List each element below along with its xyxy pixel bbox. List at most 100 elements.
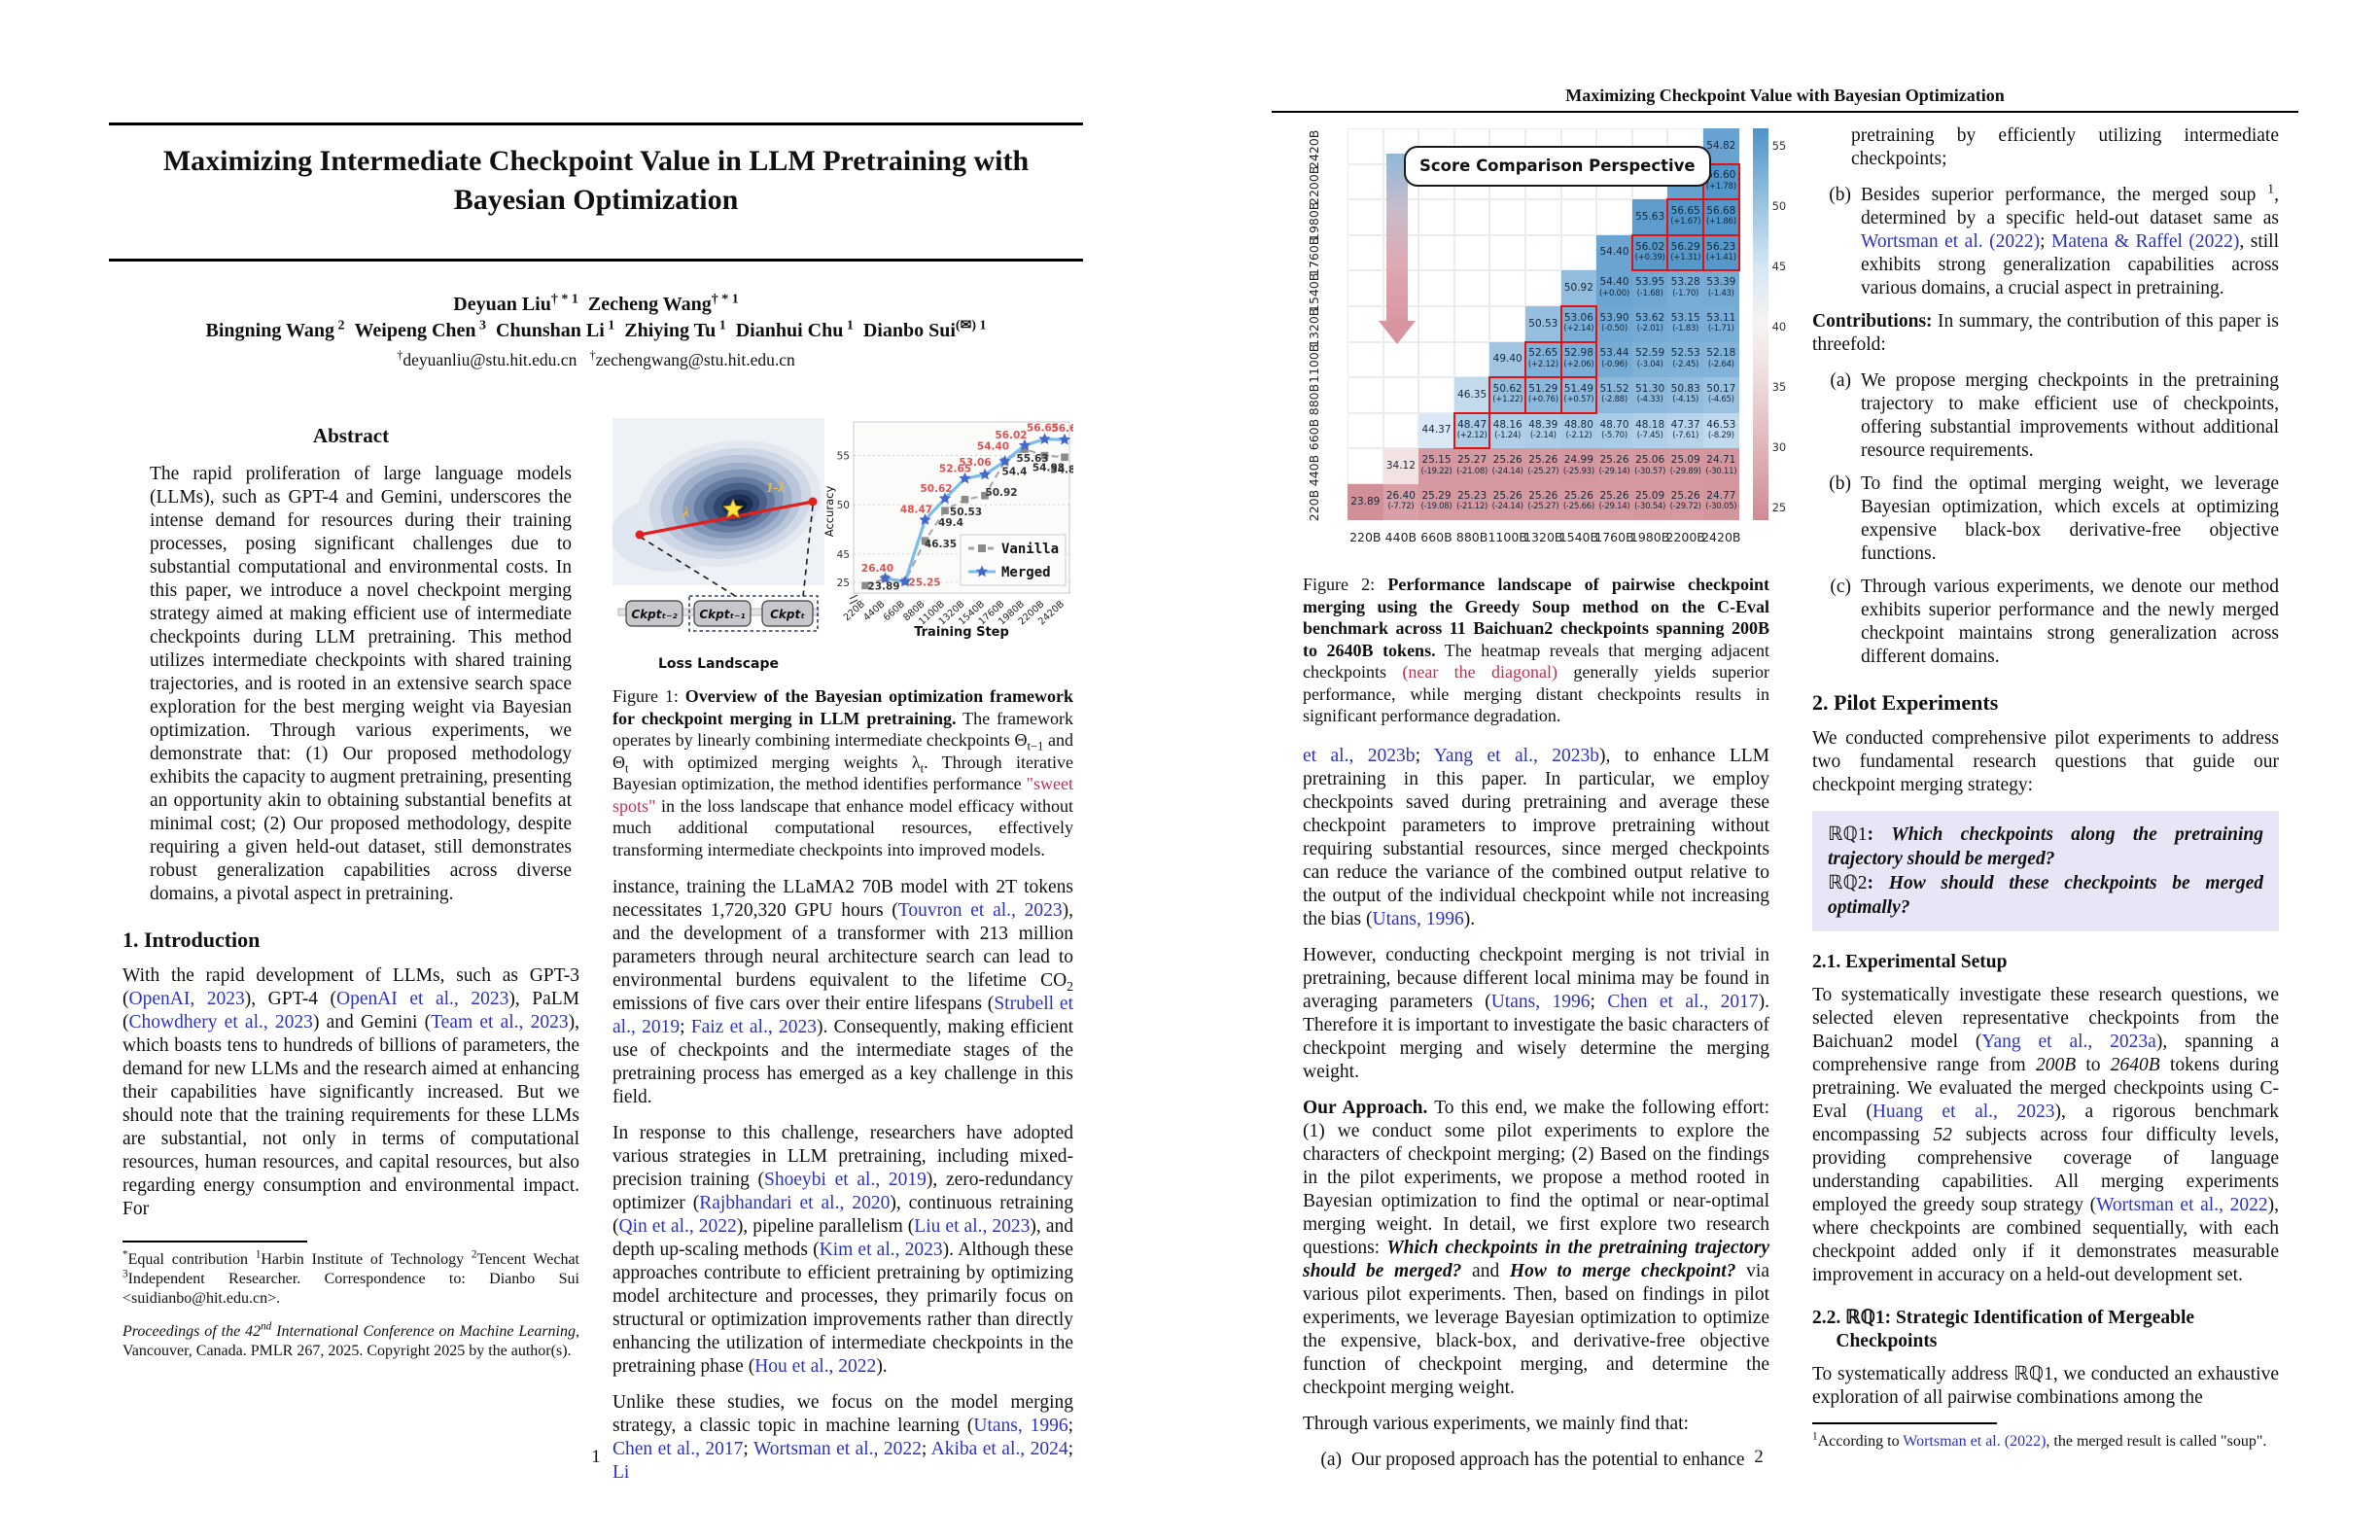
finding-item-b: (b) Besides superior performance, the me… (1812, 181, 2279, 300)
page-title: Maximizing Intermediate Checkpoint Value… (162, 145, 1030, 216)
heatmap-y-label: 1540B (1307, 272, 1321, 312)
heatmap-cell-440B-2200B: 25.09 (-29.89) (1667, 448, 1703, 484)
p2-footnote-rule (1812, 1422, 1997, 1424)
one-minus-lambda-label: 1-λ (766, 480, 785, 496)
p2c1-paragraph-1: et al., 2023b; Yang et al., 2023b), to e… (1303, 745, 1769, 929)
svg-text:50.92: 50.92 (985, 487, 1017, 499)
heatmap-cell-880B-1760B: 51.52 (-2.88) (1596, 377, 1632, 413)
svg-text:25.25: 25.25 (908, 577, 940, 588)
svg-text:220B: 220B (842, 599, 867, 623)
heatmap-y-label: 1760B (1307, 236, 1321, 277)
svg-text:48.47: 48.47 (900, 505, 932, 516)
contribution-item-a: (a) We propose merging checkpoints in the… (1830, 370, 2279, 461)
heatmap-cell-1320B-1980B: 53.62 (-2.01) (1631, 306, 1668, 342)
heatmap-y-label: 880B (1307, 383, 1321, 415)
svg-text:53.06: 53.06 (959, 457, 991, 469)
heatmap-cell-1100B-1100B: 49.40 (1489, 341, 1525, 378)
heatmap-cell-880B-1980B: 51.30 (-4.33) (1631, 377, 1668, 413)
heatmap-x-label: 1100B (1488, 529, 1527, 544)
svg-text:54.40: 54.40 (977, 441, 1009, 453)
heatmap-cell-1100B-1760B: 53.44 (-0.96) (1596, 341, 1632, 378)
author-block: Deyuan Liu† * 1 Zecheng Wang† * 1 Bingni… (109, 292, 1083, 370)
finding-a-continuation: pretraining by efficiently utilizing int… (1851, 125, 2279, 169)
heatmap-cell-220B-1760B: 25.26 (-29.14) (1596, 484, 1632, 520)
authors-line-1: Deyuan Liu† * 1 Zecheng Wang† * 1 (453, 292, 739, 315)
heatmap-empty-cell (1525, 270, 1561, 306)
svg-text:26.40: 26.40 (861, 563, 893, 575)
heatmap-cell-880B-880B: 46.35 (1453, 377, 1490, 413)
footnote-affiliations: *Equal contribution 1Harbin Institute of… (122, 1248, 579, 1307)
heatmap-empty-cell (1525, 199, 1561, 235)
heatmap-cell-880B-2200B: 50.83 (-4.15) (1667, 377, 1703, 413)
heatmap-cell-880B-2420B: 50.17 (-4.65) (1703, 377, 1739, 413)
contribution-item-b: (b) To find the optimal merging weight, w… (1829, 473, 2279, 564)
section-heading-introduction: 1. Introduction (122, 928, 261, 952)
heatmap-cell-1540B-1760B: 54.40 (+0.00) (1596, 270, 1632, 306)
finding-item-a: (a) Our proposed approach has the potent… (1303, 1449, 1769, 1472)
heatmap-empty-cell (1453, 341, 1490, 378)
heatmap-empty-cell (1382, 377, 1419, 413)
rq1-text: ℝℚ1: Which checkpoints along the pretrai… (1828, 824, 2264, 869)
svg-text:54.82: 54.82 (1050, 464, 1073, 475)
heatmap-y-label: 2200B (1307, 165, 1321, 205)
svg-text:23.89: 23.89 (867, 580, 899, 592)
rq2-text: ℝℚ2: How should these checkpoints be mer… (1828, 873, 2263, 918)
heatmap-empty-cell (1348, 128, 1383, 164)
heatmap-cell-220B-660B: 25.29 (-19.08) (1418, 484, 1454, 520)
heatmap-cell-440B-1100B: 25.26 (-24.14) (1489, 448, 1525, 484)
section21-paragraph: To systematically investigate these rese… (1812, 985, 2280, 1285)
heatmap-cell-220B-2200B: 25.26 (-29.72) (1667, 484, 1703, 520)
heatmap-cell-660B-1320B: 48.39 (-2.14) (1525, 412, 1561, 449)
heatmap-cell-220B-220B: 23.89 (1348, 484, 1383, 520)
figure2-heatmap: Score Comparison Perspective 54.8254.985… (1303, 124, 1808, 564)
heatmap-cell-1320B-1320B: 50.53 (1525, 306, 1561, 342)
heatmap-cell-440B-2420B: 24.71 (-30.11) (1703, 448, 1739, 484)
svg-text:55: 55 (837, 450, 850, 462)
heatmap-cell-660B-1980B: 48.18 (-7.45) (1631, 412, 1668, 449)
heatmap-cell-440B-1540B: 24.99 (-25.93) (1560, 448, 1597, 484)
accuracy-chart: 25455055220B440B660B880B1100B1320B1540B1… (824, 421, 1073, 640)
heatmap-cell-880B-1320B: 51.29 (+0.76) (1524, 376, 1562, 414)
heatmap-x-label: 1980B (1629, 529, 1670, 544)
heatmap-cell-1100B-2420B: 52.18 (-2.64) (1703, 341, 1739, 378)
abstract-heading: Abstract (312, 424, 390, 447)
svg-text:Accuracy: Accuracy (824, 486, 836, 538)
heatmap-empty-cell (1348, 377, 1383, 413)
heatmap-cell-660B-2200B: 47.37 (-7.61) (1667, 412, 1703, 449)
heatmap-cell-1100B-2200B: 52.53 (-2.45) (1667, 341, 1703, 378)
colorbar-tick: 40 (1771, 320, 1787, 334)
heatmap-empty-cell (1453, 234, 1490, 271)
heatmap-y-label: 1980B (1307, 201, 1321, 241)
heatmap-x-label: 1320B (1523, 529, 1563, 544)
heatmap-empty-cell (1348, 341, 1383, 378)
heatmap-cell-1980B-1980B: 55.63 (1631, 199, 1668, 235)
p2c1-paragraph-2: However, conducting checkpoint merging i… (1303, 944, 1769, 1082)
heatmap-empty-cell (1596, 199, 1632, 235)
heatmap-cell-1760B-1980B: 56.02 (+0.39) (1631, 234, 1668, 271)
heatmap-x-label: 440B (1384, 529, 1418, 544)
loss-landscape-plot: λ 1-λ Ckptₜ₋₂ Ckptₜ₋₁ Ckptₜ (611, 418, 824, 632)
heatmap-cell-1760B-2420B: 56.23 (+1.41) (1702, 234, 1740, 271)
heatmap-x-label: 880B (1455, 529, 1488, 544)
svg-text:440B: 440B (861, 599, 887, 623)
section2-heading: 2. Pilot Experiments (1812, 690, 1999, 715)
svg-text:54.98: 54.98 (1032, 463, 1065, 474)
contributions-intro: Contributions: In summary, the contribut… (1812, 311, 2279, 355)
colorbar-tick: 35 (1771, 380, 1787, 395)
lambda-label: λ (682, 505, 689, 521)
dashed-link-left (639, 536, 738, 598)
author-emails[interactable]: †deyuanliu@stu.hit.edu.cn †zechengwang@s… (397, 348, 795, 369)
finding-b-text: Besides superior performance, the merged… (1861, 181, 2279, 298)
svg-text:Vanilla: Vanilla (1001, 542, 1059, 557)
svg-text:660B: 660B (882, 599, 907, 623)
heatmap-cell-440B-1320B: 25.26 (-25.27) (1525, 448, 1561, 484)
heatmap-cell-1760B-2200B: 56.29 (+1.31) (1666, 234, 1704, 271)
p1-column-left: Abstract The rapid proliferation of larg… (122, 424, 579, 1361)
heatmap-cell-1100B-1540B: 52.98 (+2.06) (1560, 341, 1597, 378)
heatmap-cell-1100B-1980B: 52.59 (-3.04) (1631, 341, 1668, 378)
heatmap-empty-cell (1348, 412, 1383, 449)
heatmap-cell-1980B-2420B: 56.68 (+1.86) (1702, 198, 1740, 236)
heatmap-empty-cell (1348, 270, 1383, 306)
heatmap-x-label: 660B (1420, 529, 1452, 544)
sweet-spot-star-icon (722, 498, 744, 519)
